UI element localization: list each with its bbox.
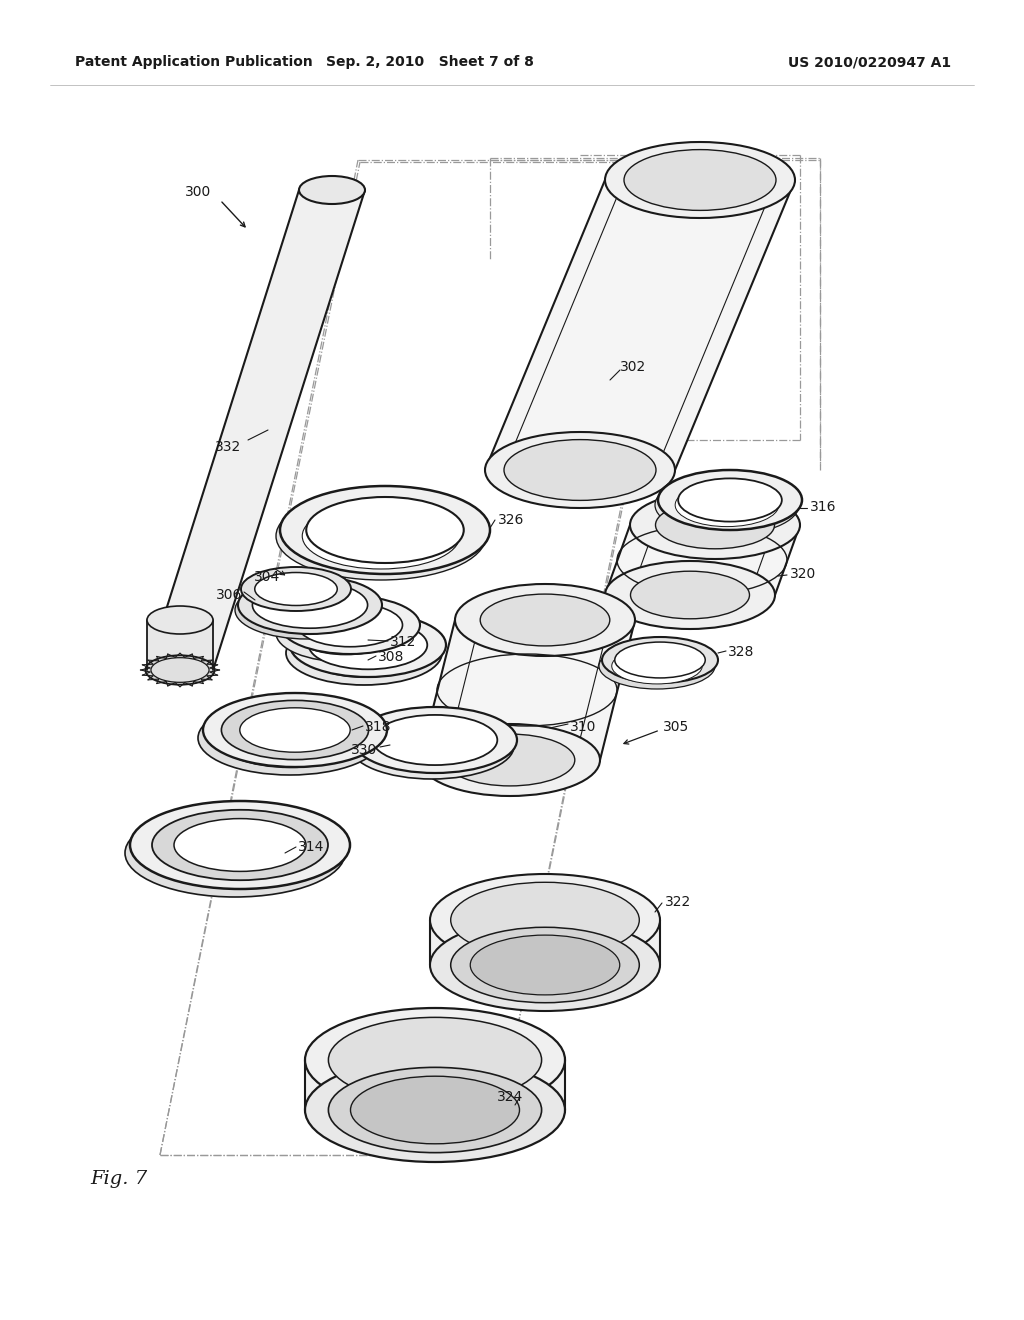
- Ellipse shape: [198, 701, 382, 775]
- Ellipse shape: [329, 1018, 542, 1102]
- Ellipse shape: [234, 715, 345, 760]
- Ellipse shape: [599, 643, 715, 689]
- Ellipse shape: [234, 581, 379, 639]
- Ellipse shape: [678, 478, 782, 521]
- Ellipse shape: [241, 568, 351, 611]
- Ellipse shape: [624, 149, 776, 210]
- Text: 324: 324: [497, 1090, 523, 1104]
- Text: 305: 305: [663, 719, 689, 734]
- Ellipse shape: [305, 1059, 565, 1162]
- Ellipse shape: [350, 713, 514, 779]
- Ellipse shape: [485, 432, 675, 508]
- Ellipse shape: [451, 882, 639, 958]
- Ellipse shape: [286, 620, 442, 685]
- Text: 304: 304: [254, 570, 281, 583]
- Ellipse shape: [373, 715, 498, 766]
- Ellipse shape: [455, 583, 635, 656]
- Ellipse shape: [280, 597, 420, 653]
- Ellipse shape: [305, 1008, 565, 1111]
- Ellipse shape: [430, 919, 660, 1011]
- Ellipse shape: [353, 708, 517, 774]
- Ellipse shape: [445, 734, 574, 785]
- Ellipse shape: [675, 483, 779, 527]
- Ellipse shape: [221, 701, 369, 759]
- Ellipse shape: [305, 628, 423, 677]
- Ellipse shape: [655, 502, 774, 549]
- Ellipse shape: [308, 620, 427, 669]
- Ellipse shape: [276, 605, 416, 663]
- Ellipse shape: [451, 927, 639, 1003]
- Text: 310: 310: [570, 719, 596, 734]
- Ellipse shape: [203, 693, 387, 767]
- Text: 314: 314: [298, 840, 325, 854]
- Polygon shape: [420, 620, 635, 760]
- Ellipse shape: [255, 573, 337, 606]
- Ellipse shape: [470, 935, 620, 995]
- Text: 332: 332: [215, 440, 241, 454]
- Text: 322: 322: [665, 895, 691, 909]
- Text: 312: 312: [390, 635, 417, 649]
- Ellipse shape: [169, 826, 301, 879]
- Text: 302: 302: [620, 360, 646, 374]
- Ellipse shape: [125, 809, 345, 898]
- Text: 320: 320: [790, 568, 816, 581]
- Text: 316: 316: [810, 500, 837, 513]
- Text: 306: 306: [216, 587, 242, 602]
- Ellipse shape: [276, 492, 486, 579]
- Text: 300: 300: [185, 185, 211, 199]
- Polygon shape: [147, 190, 365, 671]
- Ellipse shape: [350, 1076, 519, 1144]
- Ellipse shape: [250, 587, 365, 634]
- Ellipse shape: [130, 801, 350, 888]
- Ellipse shape: [611, 648, 702, 684]
- Text: 328: 328: [728, 645, 755, 659]
- Ellipse shape: [480, 594, 610, 645]
- Ellipse shape: [302, 503, 460, 569]
- Ellipse shape: [290, 612, 446, 677]
- Ellipse shape: [147, 818, 323, 888]
- Ellipse shape: [145, 655, 215, 685]
- Text: 330: 330: [351, 743, 377, 756]
- Ellipse shape: [252, 582, 368, 628]
- Polygon shape: [305, 1060, 565, 1110]
- Ellipse shape: [151, 657, 209, 682]
- Ellipse shape: [174, 818, 306, 871]
- Polygon shape: [485, 180, 795, 470]
- Polygon shape: [430, 920, 660, 965]
- Polygon shape: [605, 525, 800, 595]
- Ellipse shape: [630, 491, 800, 558]
- Ellipse shape: [280, 486, 490, 574]
- Ellipse shape: [631, 572, 750, 619]
- Ellipse shape: [306, 498, 464, 564]
- Ellipse shape: [299, 176, 365, 205]
- Ellipse shape: [605, 561, 775, 630]
- Text: Sep. 2, 2010   Sheet 7 of 8: Sep. 2, 2010 Sheet 7 of 8: [326, 55, 534, 69]
- Ellipse shape: [602, 638, 718, 682]
- Ellipse shape: [658, 470, 802, 531]
- Polygon shape: [147, 620, 213, 671]
- Ellipse shape: [152, 809, 328, 880]
- Ellipse shape: [614, 642, 706, 678]
- Ellipse shape: [430, 874, 660, 966]
- Text: 318: 318: [365, 719, 391, 734]
- Text: Patent Application Publication: Patent Application Publication: [75, 55, 312, 69]
- Text: US 2010/0220947 A1: US 2010/0220947 A1: [788, 55, 951, 69]
- Ellipse shape: [420, 723, 600, 796]
- Ellipse shape: [294, 611, 398, 655]
- Ellipse shape: [298, 603, 402, 647]
- Ellipse shape: [504, 440, 656, 500]
- Ellipse shape: [370, 721, 495, 771]
- Ellipse shape: [240, 708, 350, 752]
- Text: 326: 326: [498, 513, 524, 527]
- Ellipse shape: [329, 1068, 542, 1152]
- Text: 308: 308: [378, 649, 404, 664]
- Text: Fig. 7: Fig. 7: [90, 1170, 147, 1188]
- Ellipse shape: [216, 709, 364, 768]
- Ellipse shape: [147, 606, 213, 634]
- Ellipse shape: [605, 143, 795, 218]
- Ellipse shape: [655, 475, 799, 535]
- Ellipse shape: [238, 576, 382, 634]
